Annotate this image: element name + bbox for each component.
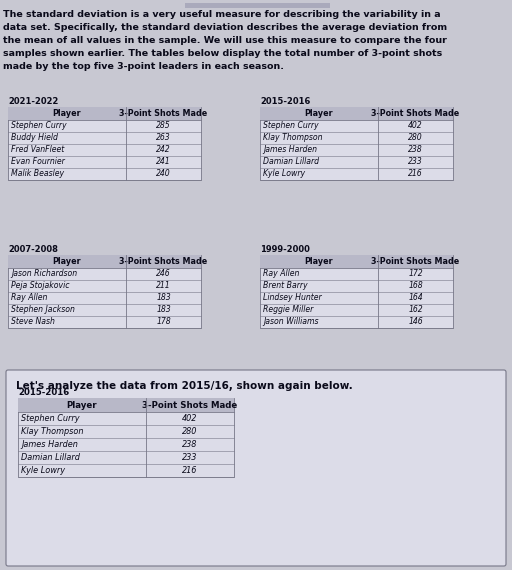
Text: 3-Point Shots Made: 3-Point Shots Made (371, 257, 460, 266)
Text: Player: Player (305, 109, 333, 118)
Text: Stephen Curry: Stephen Curry (263, 121, 318, 131)
Text: 240: 240 (156, 169, 171, 178)
Text: 3-Point Shots Made: 3-Point Shots Made (371, 109, 460, 118)
Text: 164: 164 (408, 294, 423, 303)
Bar (8, 107, 201, 180)
Bar (8, 255, 201, 328)
Text: 183: 183 (156, 294, 171, 303)
Text: Malik Beasley: Malik Beasley (11, 169, 64, 178)
Text: Player: Player (67, 401, 97, 409)
Text: 3-Point Shots Made: 3-Point Shots Made (119, 257, 208, 266)
Text: 280: 280 (182, 427, 198, 436)
Text: Evan Fournier: Evan Fournier (11, 157, 65, 166)
Text: Ray Allen: Ray Allen (263, 270, 300, 279)
Text: 238: 238 (408, 145, 423, 154)
Text: data set. Specifically, the standard deviation describes the average deviation f: data set. Specifically, the standard dev… (3, 23, 447, 32)
Text: Kyle Lowry: Kyle Lowry (21, 466, 65, 475)
Text: 242: 242 (156, 145, 171, 154)
Bar (260, 255, 453, 328)
Text: 178: 178 (156, 317, 171, 327)
Text: Player: Player (53, 109, 81, 118)
Text: Ray Allen: Ray Allen (11, 294, 48, 303)
Text: Fred VanFleet: Fred VanFleet (11, 145, 64, 154)
FancyBboxPatch shape (6, 370, 506, 566)
Bar (185, 3, 330, 8)
Text: Peja Stojakovic: Peja Stojakovic (11, 282, 70, 291)
Text: 146: 146 (408, 317, 423, 327)
Text: Stephen Curry: Stephen Curry (11, 121, 67, 131)
Text: Buddy Hield: Buddy Hield (11, 133, 58, 142)
Text: Klay Thompson: Klay Thompson (21, 427, 83, 436)
Text: Lindsey Hunter: Lindsey Hunter (263, 294, 322, 303)
Bar (260, 255, 453, 268)
Bar (8, 107, 201, 120)
Text: samples shown earlier. The tables below display the total number of 3-point shot: samples shown earlier. The tables below … (3, 49, 442, 58)
Text: Stephen Curry: Stephen Curry (21, 414, 79, 423)
Text: Damian Lillard: Damian Lillard (263, 157, 319, 166)
Text: 1999-2000: 1999-2000 (260, 245, 310, 254)
Text: 246: 246 (156, 270, 171, 279)
Text: 233: 233 (182, 453, 198, 462)
Text: Damian Lillard: Damian Lillard (21, 453, 80, 462)
Text: 216: 216 (408, 169, 423, 178)
Text: James Harden: James Harden (21, 440, 78, 449)
Text: Stephen Jackson: Stephen Jackson (11, 306, 75, 315)
Text: 280: 280 (408, 133, 423, 142)
Text: Steve Nash: Steve Nash (11, 317, 55, 327)
Text: Jason Williams: Jason Williams (263, 317, 318, 327)
Text: Reggie Miller: Reggie Miller (263, 306, 313, 315)
Text: 216: 216 (182, 466, 198, 475)
Text: Klay Thompson: Klay Thompson (263, 133, 323, 142)
Text: the mean of all values in the sample. We will use this measure to compare the fo: the mean of all values in the sample. We… (3, 36, 447, 45)
Text: 402: 402 (182, 414, 198, 423)
Text: 2021-2022: 2021-2022 (8, 97, 58, 106)
Text: 241: 241 (156, 157, 171, 166)
Text: 285: 285 (156, 121, 171, 131)
Text: 238: 238 (182, 440, 198, 449)
Text: 211: 211 (156, 282, 171, 291)
Text: Player: Player (53, 257, 81, 266)
Bar (18, 398, 234, 412)
Text: James Harden: James Harden (263, 145, 317, 154)
Text: Jason Richardson: Jason Richardson (11, 270, 77, 279)
Text: Let's analyze the data from 2015/16, shown again below.: Let's analyze the data from 2015/16, sho… (16, 381, 353, 391)
Bar (260, 107, 453, 120)
Text: 172: 172 (408, 270, 423, 279)
Text: 2015-2016: 2015-2016 (260, 97, 310, 106)
Text: 402: 402 (408, 121, 423, 131)
Text: 3-Point Shots Made: 3-Point Shots Made (142, 401, 238, 409)
Text: 162: 162 (408, 306, 423, 315)
Text: 183: 183 (156, 306, 171, 315)
Text: 3-Point Shots Made: 3-Point Shots Made (119, 109, 208, 118)
Text: 2007-2008: 2007-2008 (8, 245, 58, 254)
Text: 233: 233 (408, 157, 423, 166)
Bar (260, 107, 453, 180)
Text: Kyle Lowry: Kyle Lowry (263, 169, 305, 178)
Bar (18, 398, 234, 477)
Text: 168: 168 (408, 282, 423, 291)
Bar (8, 255, 201, 268)
Text: made by the top five 3-point leaders in each season.: made by the top five 3-point leaders in … (3, 62, 284, 71)
Text: Player: Player (305, 257, 333, 266)
Text: 263: 263 (156, 133, 171, 142)
Text: Brent Barry: Brent Barry (263, 282, 308, 291)
Text: The standard deviation is a very useful measure for describing the variability i: The standard deviation is a very useful … (3, 10, 441, 19)
Text: 2015-2016: 2015-2016 (18, 388, 69, 397)
